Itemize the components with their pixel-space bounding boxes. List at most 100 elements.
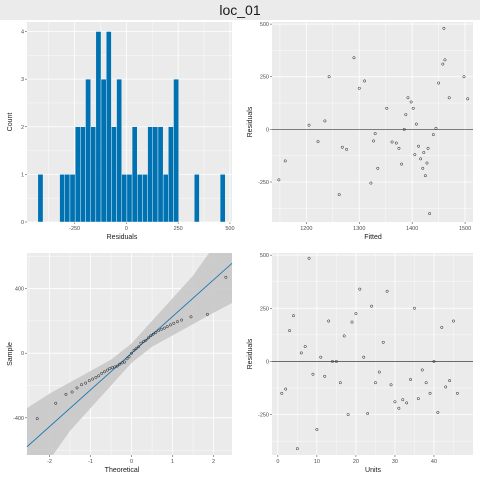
x-tick-label: -2 [47,459,52,465]
data-point [205,312,209,316]
data-point [409,378,413,381]
y-tick-label: 500 [260,22,269,28]
data-point [409,100,413,104]
data-point [277,178,281,182]
y-tick-label: 2 [21,125,24,131]
data-point [105,368,109,372]
histogram-bar [121,174,128,223]
data-point [137,345,140,349]
data-point [385,289,389,293]
data-point [390,140,394,144]
data-point [87,379,91,383]
data-point [373,381,377,385]
histogram-bar [173,78,179,223]
data-point [352,56,356,60]
data-point [424,381,428,385]
y-tick-label: 3 [21,77,24,83]
data-point [35,417,39,421]
data-point [354,312,358,316]
x-tick-label: 1200 [300,226,312,232]
data-point [110,366,114,370]
data-point [434,126,438,130]
data-point [443,58,447,62]
data-point [127,355,131,359]
data-point [455,391,459,395]
x-tick-label: 500 [225,226,234,232]
data-point [113,365,117,369]
data-point [162,326,166,330]
y-tick-label: 0 [266,359,269,365]
data-point [406,96,410,100]
histogram-bar [80,126,86,223]
data-point [54,401,58,405]
data-point [64,392,68,396]
data-point [75,386,79,390]
histogram-bar [37,174,44,223]
histogram-bar [59,174,65,223]
y-tick-label: 0 [21,220,24,226]
data-point [389,383,393,387]
data-point [423,174,427,178]
data-point [149,334,153,338]
data-point [154,331,158,334]
x-tick-label: 250 [174,226,183,232]
data-point [350,320,354,324]
y-tick-label: 250 [260,75,269,81]
x-tick-label: 40 [431,459,437,465]
x-tick-label: 20 [353,459,359,465]
data-point [417,144,420,148]
y-tick-label: 250 [260,306,269,312]
data-point [180,318,184,322]
data-point [340,145,344,149]
residuals-vs-units-panel: 0 10 20 30 40 -250 0 250 500 Units Residuals [247,253,473,474]
histogram-bar [116,78,122,223]
data-point [397,406,401,410]
histogram-bar [100,78,107,223]
y-tick-label: -400 [13,416,24,422]
data-point [422,151,426,154]
data-point [413,306,416,310]
data-point [401,398,405,402]
y-tick-label: -250 [258,180,269,186]
data-point [315,428,319,431]
data-point [358,287,362,291]
data-point [91,377,95,381]
data-point [134,347,138,351]
data-point [80,383,83,387]
data-point [123,360,127,364]
data-point [100,371,104,375]
confidence-band [27,253,232,455]
qq-plot-panel: -2 -1 0 1 2 -400 0 400 Theoretical Sample [7,253,233,474]
y-axis-label: Residuals [247,338,254,369]
data-point [447,96,451,100]
x-tick-label: 1400 [406,226,418,232]
data-point [125,357,129,361]
data-point [288,329,292,333]
histogram-panel: -250 0 250 500 0 1 2 3 4 Residuals Count [7,22,235,241]
data-point [431,133,435,137]
y-tick-label: 400 [15,287,24,293]
histogram-bar [74,126,81,223]
histogram-bar [142,174,148,223]
x-axis-label: Residuals [107,234,138,241]
data-point [295,447,299,451]
residuals-vs-fitted-panel: 1200 1300 1400 1500 -250 0 250 500 Fitted Residua… [247,22,473,241]
y-tick-label: 0 [266,127,269,133]
y-tick-label: 500 [260,253,269,259]
data-point [413,153,417,157]
data-point [342,334,346,338]
data-point [428,391,432,395]
histogram-bar [131,126,138,223]
data-point [369,181,373,185]
data-point [404,113,408,117]
x-tick-label: 1500 [459,226,471,232]
data-point [84,381,88,385]
data-point [311,372,315,376]
data-point [366,412,370,415]
x-tick-label: 0 [125,226,128,232]
data-point [411,106,415,110]
x-tick-label: 30 [392,459,398,465]
data-point [394,141,398,145]
histogram-bar [219,174,226,223]
